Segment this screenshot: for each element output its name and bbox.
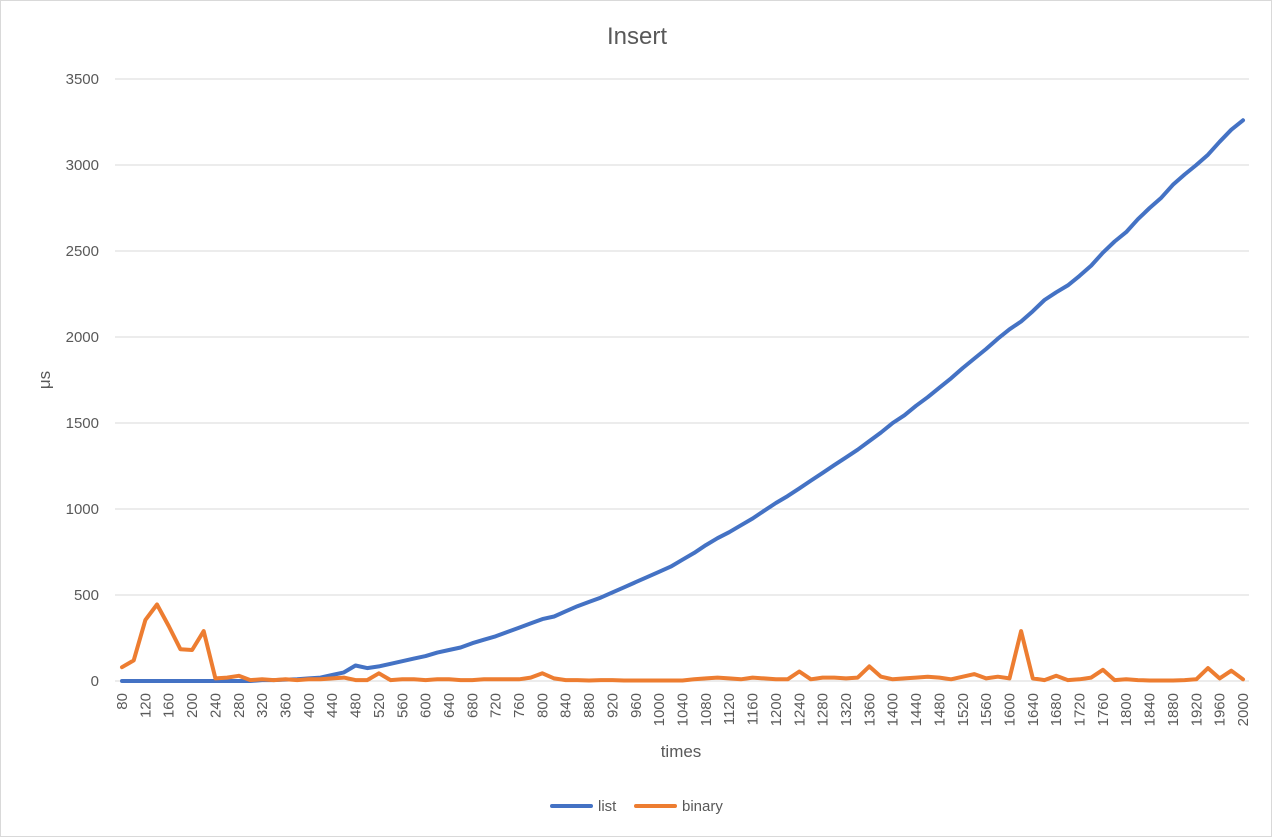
x-tick-label: 1360 xyxy=(861,693,878,726)
legend-item-binary: binary xyxy=(634,798,723,815)
x-tick-label: 1840 xyxy=(1142,693,1159,726)
x-tick-label: 360 xyxy=(277,693,294,718)
legend-label-binary: binary xyxy=(682,798,723,815)
x-tick-label: 1240 xyxy=(791,693,808,726)
y-tick-label: 2000 xyxy=(66,329,99,346)
x-tick-label: 1280 xyxy=(815,693,832,726)
x-tick-label: 2000 xyxy=(1235,693,1252,726)
x-tick-label: 1680 xyxy=(1048,693,1065,726)
gridlines xyxy=(115,78,1249,682)
y-tick-label: 1500 xyxy=(66,415,99,432)
x-tick-label: 280 xyxy=(231,693,248,718)
x-tick-label: 440 xyxy=(324,693,341,718)
x-tick-label: 1640 xyxy=(1025,693,1042,726)
x-tick-label: 600 xyxy=(418,693,435,718)
y-axis-ticks: 0 500 1000 1500 2000 2500 3000 3500 xyxy=(66,71,99,690)
x-tick-label: 520 xyxy=(371,693,388,718)
x-tick-label: 800 xyxy=(534,693,551,718)
x-tick-label: 880 xyxy=(581,693,598,718)
x-tick-label: 1560 xyxy=(978,693,995,726)
x-tick-label: 160 xyxy=(161,693,178,718)
x-tick-label: 960 xyxy=(628,693,645,718)
x-tick-label: 1320 xyxy=(838,693,855,726)
x-tick-label: 480 xyxy=(348,693,365,718)
x-tick-label: 1800 xyxy=(1118,693,1135,726)
x-tick-label: 80 xyxy=(114,693,131,710)
y-tick-label: 3500 xyxy=(66,71,99,88)
x-tick-label: 1080 xyxy=(698,693,715,726)
series-line-list xyxy=(120,118,1245,683)
x-tick-label: 1520 xyxy=(955,693,972,726)
x-tick-label: 1920 xyxy=(1188,693,1205,726)
x-tick-label: 1600 xyxy=(1001,693,1018,726)
x-tick-label: 720 xyxy=(488,693,505,718)
x-tick-label: 320 xyxy=(254,693,271,718)
x-tick-label: 1880 xyxy=(1165,693,1182,726)
x-tick-label: 680 xyxy=(464,693,481,718)
x-tick-label: 1760 xyxy=(1095,693,1112,726)
x-tick-label: 120 xyxy=(137,693,154,718)
y-tick-label: 1000 xyxy=(66,501,99,518)
x-tick-label: 1440 xyxy=(908,693,925,726)
x-tick-label: 1040 xyxy=(675,693,692,726)
x-tick-label: 1160 xyxy=(745,693,762,725)
x-tick-label: 1400 xyxy=(885,693,902,726)
x-tick-label: 640 xyxy=(441,693,458,718)
x-tick-label: 240 xyxy=(207,693,224,718)
x-tick-label: 560 xyxy=(394,693,411,718)
x-tick-label: 1960 xyxy=(1212,693,1229,726)
y-tick-label: 500 xyxy=(74,587,99,604)
x-tick-label: 1200 xyxy=(768,693,785,726)
x-tick-label: 400 xyxy=(301,693,318,718)
y-tick-label: 3000 xyxy=(66,157,99,174)
x-tick-label: 760 xyxy=(511,693,528,718)
x-axis-title: times xyxy=(661,742,702,761)
x-tick-label: 200 xyxy=(184,693,201,718)
x-tick-label: 1000 xyxy=(651,693,668,726)
y-axis-title: μs xyxy=(35,371,54,389)
y-tick-label: 0 xyxy=(91,673,99,690)
series-line-binary xyxy=(120,602,1245,683)
x-tick-label: 1720 xyxy=(1072,693,1089,726)
x-axis-ticks: 80 120 160 200 240 280 320 360 400 440 480 520 560 60… xyxy=(114,693,1252,726)
series-lines xyxy=(120,118,1245,683)
x-tick-label: 1480 xyxy=(931,693,948,726)
x-tick-label: 920 xyxy=(604,693,621,718)
legend-item-list: list xyxy=(550,798,617,815)
y-tick-label: 2500 xyxy=(66,243,99,260)
x-tick-label: 1120 xyxy=(721,693,738,725)
chart-title: Insert xyxy=(607,23,667,50)
legend-label-list: list xyxy=(598,798,617,815)
x-tick-label: 840 xyxy=(558,693,575,718)
legend: list binary xyxy=(550,798,723,815)
